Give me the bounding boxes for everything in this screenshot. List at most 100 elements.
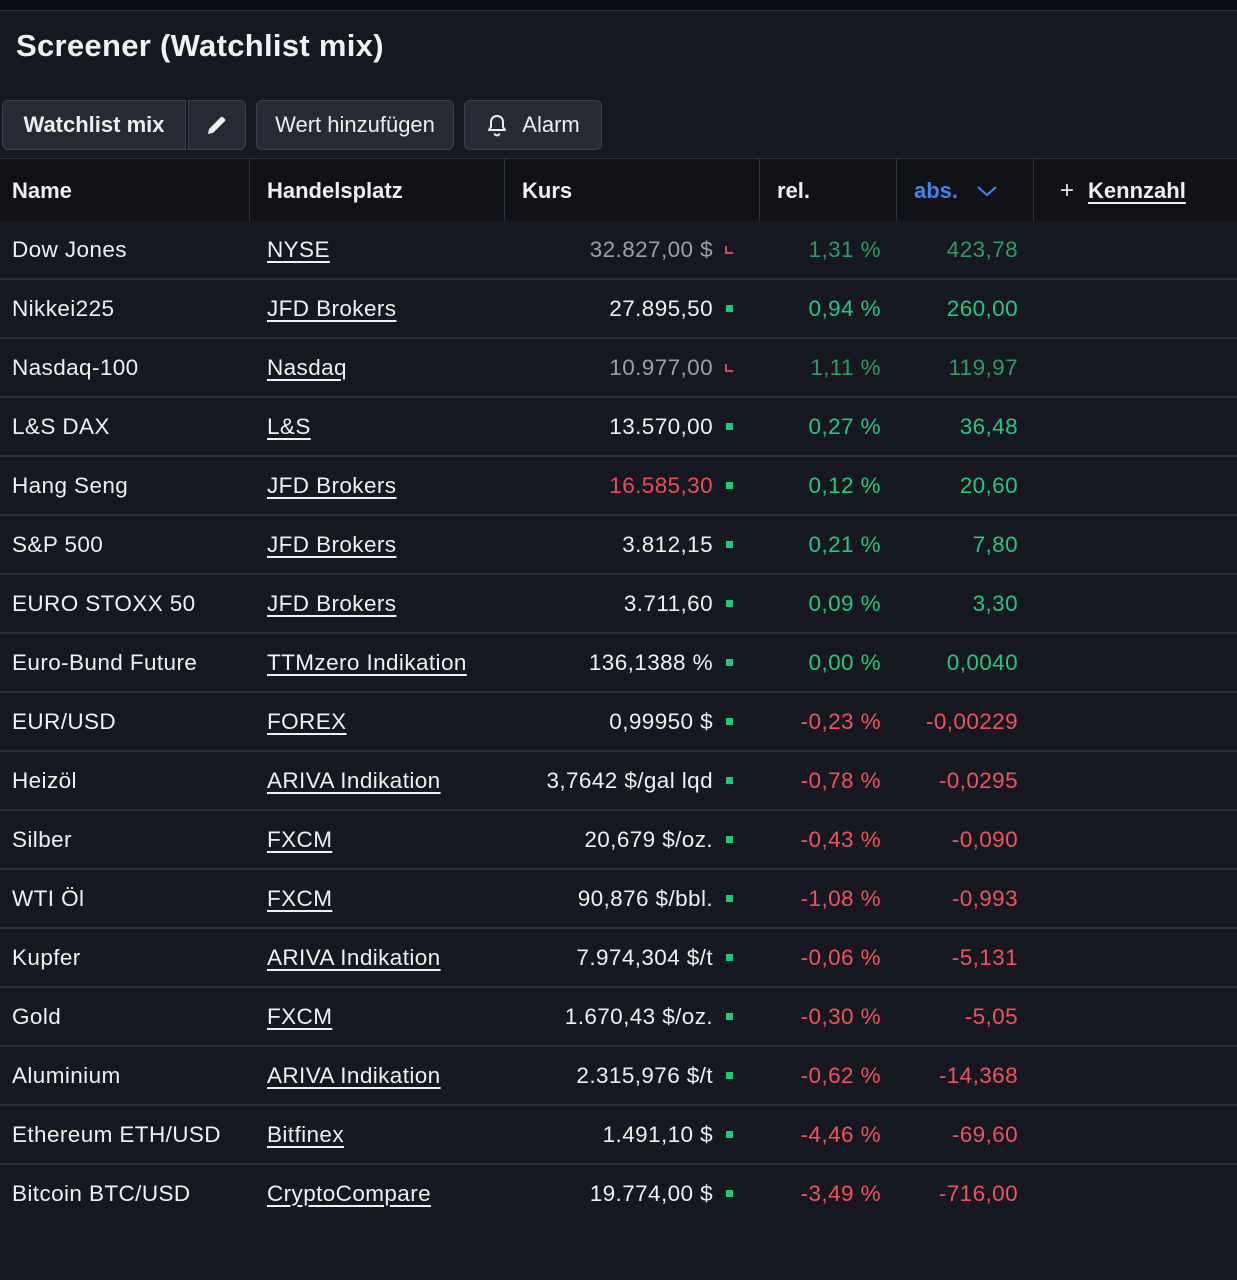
row-kurs: 32.827,00 $ (589, 236, 713, 262)
bell-icon (488, 115, 507, 137)
row-handelsplatz-link[interactable]: JFD Brokers (267, 590, 397, 616)
add-value-button[interactable]: Wert hinzufügen (256, 100, 454, 150)
row-name[interactable]: Euro-Bund Future (12, 649, 198, 675)
table-row[interactable]: Silber FXCM 20,679 $/oz. -0,43 % -0,090 (0, 811, 1237, 870)
add-kennzahl-button[interactable]: + Kennzahl (1034, 159, 1237, 222)
live-indicator-icon (725, 895, 733, 902)
column-header-name[interactable]: Name (0, 159, 250, 222)
row-kurs: 20,679 $/oz. (584, 826, 713, 852)
row-name[interactable]: Hang Seng (12, 472, 129, 498)
quote-status-indicator (725, 1106, 733, 1163)
row-handelsplatz-link[interactable]: JFD Brokers (267, 472, 397, 498)
table-row[interactable]: Hang Seng JFD Brokers 16.585,30 0,12 % 20,60 (0, 457, 1237, 516)
row-name[interactable]: Nasdaq-100 (12, 354, 139, 380)
row-name[interactable]: EURO STOXX 50 (12, 590, 196, 616)
table-row[interactable]: Heizöl ARIVA Indikation 3,7642 $/gal lqd -0… (0, 752, 1237, 811)
row-rel-change: 1,11 % (810, 354, 881, 380)
table-row[interactable]: L&S DAX L&S 13.570,00 0,27 % 36,48 (0, 398, 1237, 457)
row-handelsplatz-link[interactable]: ARIVA Indikation (267, 767, 441, 793)
row-name[interactable]: WTI Öl (12, 885, 85, 911)
row-kurs: 136,1388 % (588, 649, 713, 675)
row-rel-change: 0,21 % (808, 531, 881, 557)
row-handelsplatz-link[interactable]: JFD Brokers (267, 531, 397, 557)
row-handelsplatz-link[interactable]: ARIVA Indikation (267, 1062, 441, 1088)
row-abs-change: 7,80 (972, 531, 1018, 557)
quote-status-indicator (725, 1165, 733, 1222)
live-indicator-icon (725, 1072, 733, 1079)
table-row[interactable]: S&P 500 JFD Brokers 3.812,15 0,21 % 7,80 (0, 516, 1237, 575)
row-name[interactable]: Dow Jones (12, 236, 127, 262)
row-abs-change: -0,090 (951, 826, 1018, 852)
quote-status-indicator (725, 870, 733, 927)
row-handelsplatz-link[interactable]: FXCM (267, 1003, 333, 1029)
table-row[interactable]: Nikkei225 JFD Brokers 27.895,50 0,94 % 260,0… (0, 280, 1237, 339)
row-handelsplatz-link[interactable]: JFD Brokers (267, 295, 397, 321)
row-name[interactable]: S&P 500 (12, 531, 104, 557)
kennzahl-link[interactable]: Kennzahl (1088, 177, 1186, 203)
alarm-button[interactable]: Alarm (464, 100, 602, 150)
row-handelsplatz-link[interactable]: FXCM (267, 826, 333, 852)
row-abs-change: -14,368 (938, 1062, 1018, 1088)
table-row[interactable]: Kupfer ARIVA Indikation 7.974,304 $/t -0,06… (0, 929, 1237, 988)
row-kurs: 3,7642 $/gal lqd (546, 767, 713, 793)
row-rel-change: -4,46 % (800, 1121, 881, 1147)
row-abs-change: 260,00 (946, 295, 1018, 321)
row-handelsplatz-link[interactable]: NYSE (267, 236, 330, 262)
column-header-abs[interactable]: abs. (897, 159, 1034, 222)
table-row[interactable]: Euro-Bund Future TTMzero Indikation 136,13… (0, 634, 1237, 693)
row-name[interactable]: Kupfer (12, 944, 81, 970)
live-indicator-icon (725, 482, 733, 489)
row-handelsplatz-link[interactable]: Nasdaq (267, 354, 347, 380)
row-handelsplatz-link[interactable]: TTMzero Indikation (267, 649, 467, 675)
row-name[interactable]: Nikkei225 (12, 295, 115, 321)
row-kurs: 2.315,976 $/t (576, 1062, 713, 1088)
row-name[interactable]: L&S DAX (12, 413, 110, 439)
table-row[interactable]: Bitcoin BTC/USD CryptoCompare 19.774,00 $ -… (0, 1165, 1237, 1224)
tick-indicator-icon (725, 245, 733, 254)
quote-status-indicator (725, 339, 733, 396)
row-abs-change: 36,48 (959, 413, 1018, 439)
row-handelsplatz-link[interactable]: L&S (267, 413, 311, 439)
live-indicator-icon (725, 423, 733, 430)
quote-status-indicator (725, 575, 733, 632)
table-row[interactable]: Ethereum ETH/USD Bitfinex 1.491,10 $ -4,46 … (0, 1106, 1237, 1165)
row-name[interactable]: Gold (12, 1003, 62, 1029)
row-name[interactable]: Heizöl (12, 767, 77, 793)
table-row[interactable]: EUR/USD FOREX 0,99950 $ -0,23 % -0,00229 (0, 693, 1237, 752)
live-indicator-icon (725, 777, 733, 784)
row-kurs: 0,99950 $ (609, 708, 713, 734)
live-indicator-icon (725, 836, 733, 843)
row-rel-change: -0,30 % (800, 1003, 881, 1029)
column-header-rel[interactable]: rel. (760, 159, 897, 222)
row-name[interactable]: Silber (12, 826, 72, 852)
table-row[interactable]: WTI Öl FXCM 90,876 $/bbl. -1,08 % -0,993 (0, 870, 1237, 929)
quote-status-indicator (725, 457, 733, 514)
table-row[interactable]: Dow Jones NYSE 32.827,00 $ 1,31 % 423,78 (0, 221, 1237, 280)
column-header-handelsplatz[interactable]: Handelsplatz (250, 159, 505, 222)
table-row[interactable]: Nasdaq-100 Nasdaq 10.977,00 1,11 % 119,97 (0, 339, 1237, 398)
row-name[interactable]: EUR/USD (12, 708, 117, 734)
row-name[interactable]: Aluminium (12, 1062, 121, 1088)
row-rel-change: 1,31 % (808, 236, 881, 262)
table-row[interactable]: Gold FXCM 1.670,43 $/oz. -0,30 % -5,05 (0, 988, 1237, 1047)
row-rel-change: 0,27 % (808, 413, 881, 439)
row-handelsplatz-link[interactable]: Bitfinex (267, 1121, 344, 1147)
row-handelsplatz-link[interactable]: FOREX (267, 708, 347, 734)
row-kurs: 27.895,50 (609, 295, 713, 321)
live-indicator-icon (725, 954, 733, 961)
quote-status-indicator (725, 634, 733, 691)
row-name[interactable]: Bitcoin BTC/USD (12, 1180, 191, 1206)
edit-watchlist-button[interactable] (188, 100, 246, 150)
table-row[interactable]: EURO STOXX 50 JFD Brokers 3.711,60 0,09 % 3,… (0, 575, 1237, 634)
row-name[interactable]: Ethereum ETH/USD (12, 1121, 221, 1147)
pencil-icon (208, 116, 226, 134)
alarm-label: Alarm (522, 112, 580, 137)
row-rel-change: 0,09 % (808, 590, 881, 616)
table-row[interactable]: Aluminium ARIVA Indikation 2.315,976 $/t -0… (0, 1047, 1237, 1106)
quote-status-indicator (725, 221, 733, 278)
row-handelsplatz-link[interactable]: FXCM (267, 885, 333, 911)
column-header-kurs[interactable]: Kurs (505, 159, 760, 222)
row-handelsplatz-link[interactable]: ARIVA Indikation (267, 944, 441, 970)
watchlist-select-button[interactable]: Watchlist mix (2, 100, 186, 150)
row-handelsplatz-link[interactable]: CryptoCompare (267, 1180, 432, 1206)
